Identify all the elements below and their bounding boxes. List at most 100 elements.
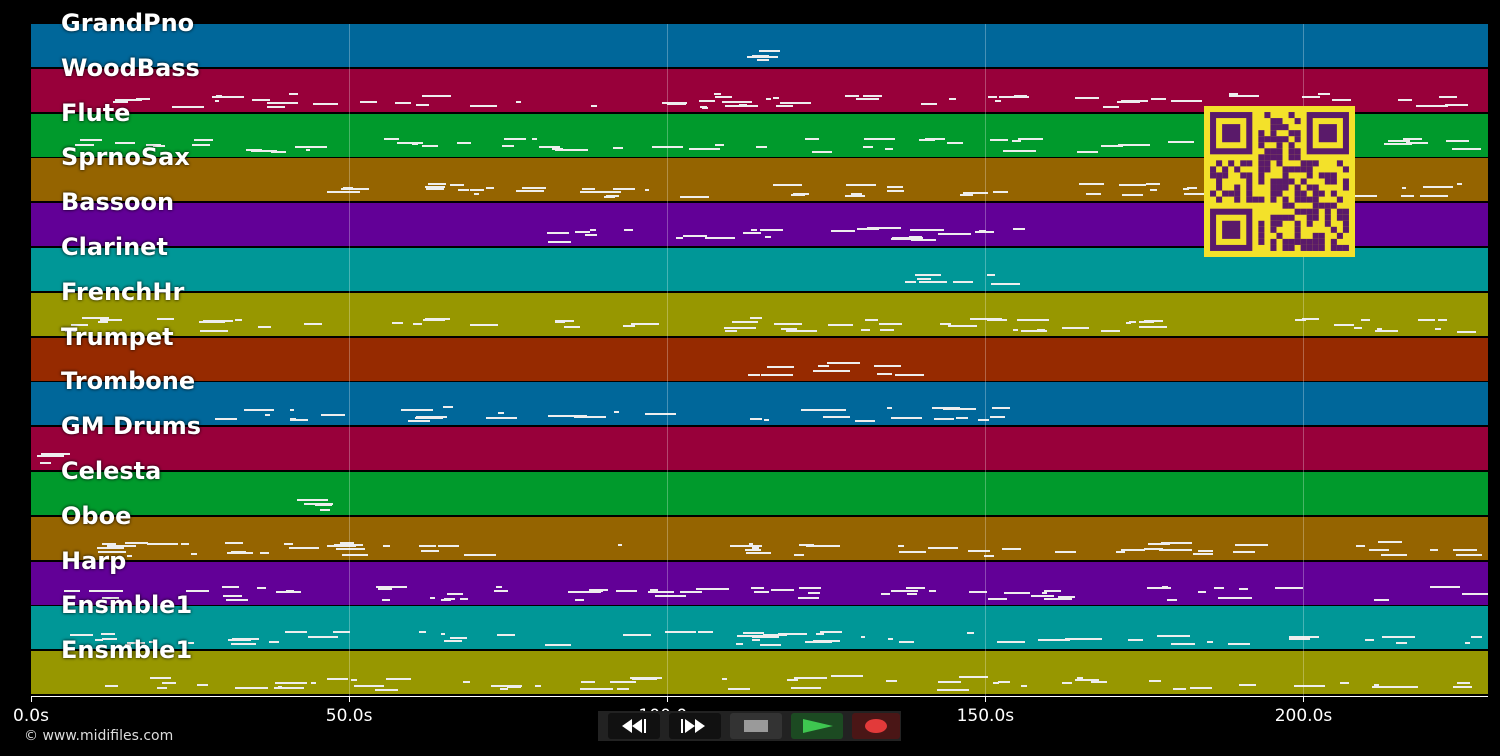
note-mark	[1378, 540, 1403, 543]
track-lane[interactable]: GM Drums	[31, 412, 1488, 473]
note-mark	[928, 590, 936, 593]
track-lane[interactable]: Oboe	[31, 502, 1488, 562]
note-mark	[932, 407, 961, 410]
note-mark	[114, 141, 135, 144]
note-mark	[1288, 636, 1320, 639]
note-mark	[1143, 320, 1163, 323]
note-mark	[815, 633, 825, 636]
note-mark	[775, 104, 793, 107]
note-mark	[590, 229, 597, 232]
note-mark	[136, 97, 151, 100]
note-mark	[1451, 148, 1482, 151]
note-mark	[147, 542, 178, 545]
note-mark	[595, 191, 621, 194]
note-mark	[888, 637, 894, 640]
note-mark	[544, 644, 571, 647]
note-mark	[341, 188, 369, 191]
note-mark	[1090, 680, 1107, 683]
track-lane[interactable]: Celesta	[31, 457, 1488, 517]
note-mark	[590, 105, 598, 108]
note-mark	[474, 192, 479, 195]
note-mark	[968, 590, 988, 593]
note-mark	[1452, 686, 1472, 689]
note-mark	[104, 685, 119, 688]
note-mark	[185, 590, 210, 593]
note-mark	[230, 643, 257, 646]
note-mark	[910, 239, 937, 242]
note-mark	[617, 543, 622, 546]
note-mark	[1461, 592, 1488, 595]
note-mark	[793, 553, 805, 556]
note-mark	[689, 147, 720, 150]
stop-button[interactable]	[730, 713, 782, 739]
note-mark	[74, 144, 94, 147]
note-mark	[578, 414, 588, 417]
track-label: Celesta	[61, 457, 162, 485]
note-mark	[94, 638, 104, 641]
note-mark	[749, 417, 762, 420]
note-mark	[1395, 641, 1407, 644]
axis-tick-mark	[1303, 696, 1305, 702]
note-mark	[1437, 318, 1447, 321]
note-mark	[787, 678, 798, 681]
note-mark	[891, 416, 923, 419]
note-mark	[887, 190, 905, 193]
note-mark	[306, 149, 311, 152]
note-mark	[311, 681, 317, 684]
track-label: Trumpet	[61, 322, 174, 351]
note-mark	[414, 142, 422, 145]
note-mark	[906, 587, 925, 590]
record-button[interactable]	[852, 713, 900, 739]
note-mark	[1373, 683, 1380, 686]
note-mark	[96, 546, 125, 549]
note-mark	[771, 589, 794, 591]
note-mark	[442, 406, 453, 409]
track-label: SprnoSax	[61, 143, 190, 172]
qr-code-icon[interactable]	[1204, 106, 1355, 257]
note-mark	[350, 679, 358, 682]
note-mark	[1004, 591, 1030, 594]
note-mark	[1184, 193, 1206, 196]
note-mark	[426, 187, 444, 190]
track-label: Trombone	[61, 367, 196, 396]
note-mark	[113, 101, 129, 103]
note-mark	[225, 542, 235, 545]
note-mark	[724, 327, 757, 330]
note-mark	[612, 188, 636, 191]
note-mark	[805, 137, 819, 140]
fast-forward-button[interactable]	[669, 713, 721, 739]
note-mark	[1076, 151, 1099, 154]
note-mark	[753, 590, 770, 593]
note-mark	[246, 149, 262, 152]
note-mark	[845, 194, 865, 197]
note-mark	[231, 550, 246, 553]
track-lane[interactable]: Harp	[31, 547, 1488, 607]
note-mark	[1139, 326, 1167, 329]
rewind-button[interactable]	[608, 713, 660, 739]
note-mark	[867, 227, 901, 230]
track-lane[interactable]: GrandPno	[31, 9, 1488, 69]
note-mark	[860, 635, 866, 638]
note-mark	[203, 319, 234, 322]
play-button[interactable]	[791, 713, 843, 739]
note-mark	[917, 278, 931, 281]
note-mark	[737, 635, 765, 638]
note-mark	[732, 320, 759, 323]
track-lane[interactable]: Ensmble1	[31, 636, 1488, 697]
note-mark	[648, 591, 674, 594]
note-mark	[575, 230, 591, 233]
note-mark	[724, 330, 738, 333]
note-mark	[1166, 599, 1177, 602]
note-mark	[1417, 319, 1435, 322]
track-lane[interactable]: Ensmble1	[31, 591, 1488, 652]
note-mark	[818, 364, 830, 367]
note-mark	[780, 328, 798, 331]
note-mark	[149, 640, 155, 643]
track-lane[interactable]: FrenchHr	[31, 278, 1488, 338]
track-lane[interactable]: Trumpet	[31, 323, 1488, 383]
note-mark	[303, 503, 333, 505]
track-lane[interactable]: Trombone	[31, 367, 1488, 428]
note-mark	[470, 189, 484, 192]
note-mark	[234, 319, 243, 322]
time-tick-label: 150.0s	[956, 706, 1015, 726]
